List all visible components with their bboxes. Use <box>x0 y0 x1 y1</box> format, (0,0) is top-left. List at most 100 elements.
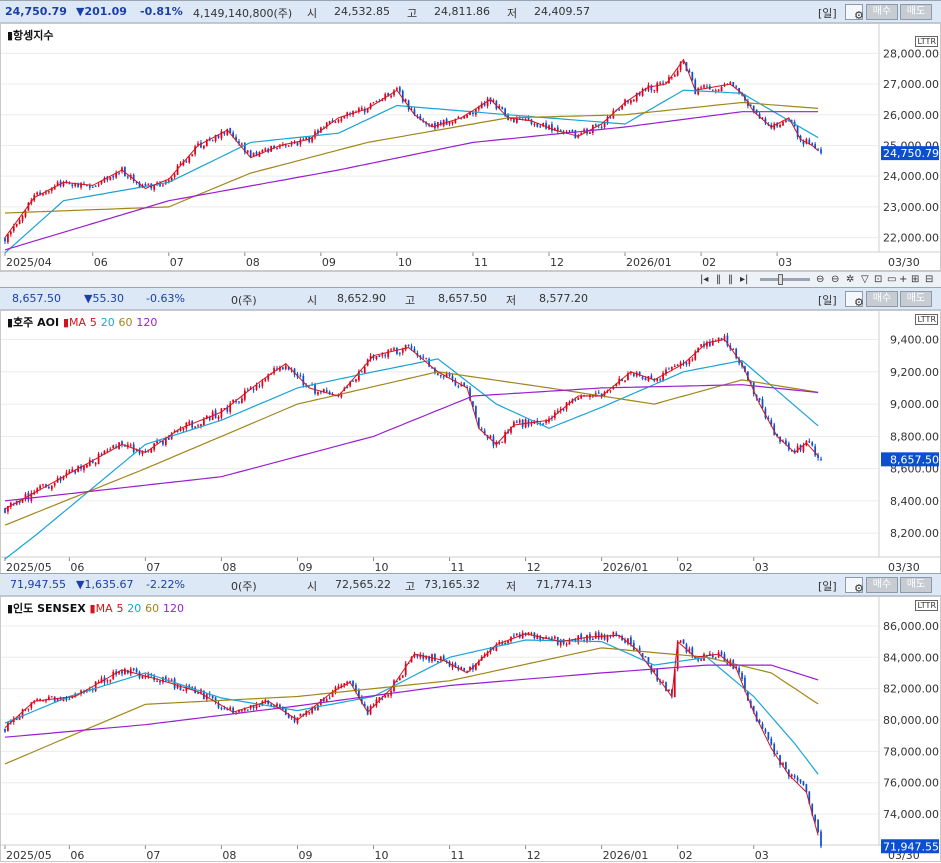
candle-body <box>483 430 486 435</box>
y-tick-label: 8,400.00 <box>890 495 939 508</box>
y-tick-label: 8,800.00 <box>890 430 939 443</box>
ma60-line <box>4 101 819 214</box>
candle-body <box>378 697 381 701</box>
candle-body <box>580 634 583 640</box>
first-icon[interactable]: |◂ <box>700 274 709 285</box>
candle-body <box>86 185 88 187</box>
candle-body <box>469 111 471 116</box>
candle-body <box>542 123 545 127</box>
settings-button[interactable]: ⚙ <box>845 4 864 22</box>
candle-body <box>284 708 287 715</box>
settings-button[interactable]: ⚙ <box>845 577 864 595</box>
pause-icon[interactable]: ‖ <box>728 274 733 285</box>
candle-body <box>343 116 346 119</box>
candle-body <box>317 130 319 134</box>
candle-body <box>4 238 6 242</box>
candle-body <box>811 143 814 145</box>
candle-body <box>594 632 597 639</box>
candle-body <box>121 441 123 445</box>
scale-badge[interactable]: LTTR <box>915 36 938 47</box>
candle-body <box>384 93 387 100</box>
candle-body <box>799 779 802 783</box>
sell-button[interactable]: 매도 <box>900 291 932 307</box>
candle-body <box>422 654 425 659</box>
candle-body <box>445 373 448 377</box>
high-label: 고 <box>405 580 416 593</box>
candle-body <box>475 663 477 670</box>
candle-body <box>100 180 103 184</box>
x-tick-label: 09 <box>322 256 336 269</box>
candle-body <box>805 784 808 793</box>
chart-panel-aoi: 8,657.50 ▼55.30 -0.63% 0(주) 시 8,652.90 고… <box>0 287 941 574</box>
candle-body <box>630 100 632 104</box>
candle-body <box>679 61 682 70</box>
candle-body <box>59 697 62 701</box>
candle-body <box>284 365 287 370</box>
zoom-out-icon[interactable]: ⊖ <box>816 274 825 285</box>
candle-body <box>685 362 688 365</box>
zoom-icon[interactable]: ⊡ <box>874 274 883 285</box>
gear-icon[interactable]: ✲ <box>846 274 855 285</box>
candle-body <box>264 699 267 702</box>
candle-body <box>273 145 275 149</box>
candle-body <box>45 192 47 194</box>
zoom-in-icon[interactable]: ⊖ <box>831 274 840 285</box>
candle-body <box>398 677 401 681</box>
x-tick-label: 03 <box>755 561 769 574</box>
candle-body <box>504 108 507 116</box>
settings-button[interactable]: ⚙ <box>845 291 864 309</box>
candle-body <box>246 389 249 391</box>
candle-body <box>711 654 714 658</box>
filter-icon[interactable]: ▽ <box>861 274 869 285</box>
scale-badge[interactable]: LTTR <box>915 314 938 325</box>
sell-button[interactable]: 매도 <box>900 4 932 20</box>
period-selector[interactable]: [일] <box>818 580 837 593</box>
candle-body <box>53 186 56 190</box>
zoom-slider-knob[interactable] <box>778 274 783 285</box>
x-tick-label: 12 <box>527 849 541 862</box>
quote-bar: 8,657.50 ▼55.30 -0.63% 0(주) 시 8,652.90 고… <box>0 288 941 310</box>
candle-body <box>217 703 220 708</box>
split-icon[interactable]: ▭ <box>887 274 897 285</box>
pause-icon[interactable]: ‖ <box>716 274 721 285</box>
candle-body <box>515 633 518 636</box>
candle-body <box>220 707 223 709</box>
candle-body <box>518 117 521 119</box>
candle-body <box>410 656 413 663</box>
zoom-slider-track[interactable] <box>760 278 810 281</box>
candle-body <box>249 150 252 157</box>
candle-body <box>223 132 226 135</box>
candle-body <box>317 705 319 710</box>
candle-body <box>293 142 296 144</box>
candle-body <box>612 110 615 119</box>
candle-body <box>793 775 796 778</box>
candle-body <box>513 421 515 427</box>
candle-body <box>632 373 635 376</box>
candle-body <box>650 375 653 379</box>
scale-badge[interactable]: LTTR <box>915 600 938 611</box>
candle-body <box>18 500 21 503</box>
candle-body <box>717 89 720 91</box>
buy-button[interactable]: 매수 <box>866 577 898 593</box>
period-selector[interactable]: [일] <box>818 294 837 307</box>
candle-body <box>729 82 732 84</box>
candle-body <box>369 355 372 360</box>
buy-button[interactable]: 매수 <box>866 291 898 307</box>
candle-body <box>606 116 609 124</box>
candle-body <box>258 385 261 387</box>
add-icon[interactable]: + <box>899 274 908 285</box>
period-selector[interactable]: [일] <box>818 7 837 20</box>
candle-body <box>334 122 337 124</box>
candle-body <box>325 699 328 702</box>
candle-body <box>328 391 331 394</box>
candle-body <box>647 84 650 91</box>
candle-body <box>653 89 656 91</box>
candle-body <box>413 348 416 353</box>
buy-button[interactable]: 매수 <box>866 4 898 20</box>
sell-button[interactable]: 매도 <box>900 577 932 593</box>
candle-body <box>106 680 109 682</box>
last-icon[interactable]: ▸| <box>740 274 749 285</box>
fit-icon[interactable]: ⊟ <box>925 274 934 285</box>
candle-body <box>565 644 568 646</box>
grid-icon[interactable]: ⊞ <box>911 274 920 285</box>
